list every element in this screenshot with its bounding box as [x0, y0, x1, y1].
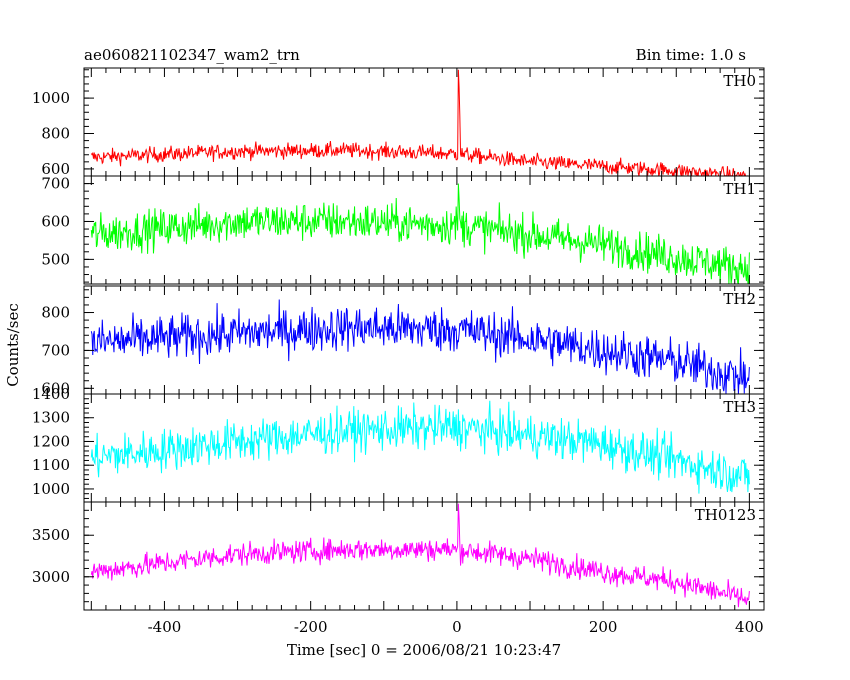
series-line-th1 — [90, 183, 750, 284]
y-tick-label: 1400 — [32, 385, 70, 403]
panel-label-th0123: TH0123 — [695, 506, 756, 524]
bin-time-label: Bin time: 1.0 s — [636, 46, 746, 64]
y-tick-label: 800 — [41, 304, 70, 322]
y-tick-label: 3500 — [32, 526, 70, 544]
y-tick-label: 600 — [41, 379, 70, 397]
y-tick-label: 1300 — [32, 409, 70, 427]
panels-group: TH06008001000TH1500600700TH2600700800TH3… — [32, 67, 765, 611]
y-tick-label: 600 — [41, 160, 70, 178]
panel-frame — [83, 67, 765, 177]
series-line-th0 — [90, 69, 750, 176]
panel-label-th0: TH0 — [723, 72, 756, 90]
y-tick-label: 3000 — [32, 568, 70, 586]
x-tick-label: -400 — [148, 618, 182, 636]
panel-label-th3: TH3 — [723, 398, 756, 416]
x-tick-label: 200 — [589, 618, 618, 636]
panel-frame — [83, 175, 765, 285]
y-axis-label: Counts/sec — [4, 303, 22, 387]
series-line-th0123 — [90, 503, 750, 608]
x-axis-label: Time [sec] 0 = 2006/08/21 10:23:47 — [287, 641, 561, 659]
y-tick-label: 1200 — [32, 432, 70, 450]
series-line-th3 — [90, 400, 750, 494]
series-line-th2 — [90, 299, 750, 394]
chart-title: ae060821102347_wam2_trn — [84, 46, 300, 64]
x-tick-label: 0 — [452, 618, 462, 636]
panel-label-th1: TH1 — [723, 180, 756, 198]
y-tick-label: 700 — [41, 175, 70, 193]
y-tick-label: 500 — [41, 250, 70, 268]
x-tick-label: 400 — [735, 618, 764, 636]
y-tick-label: 1000 — [32, 480, 70, 498]
y-tick-label: 700 — [41, 341, 70, 359]
y-tick-label: 600 — [41, 212, 70, 230]
panel-frame — [83, 501, 765, 611]
y-tick-label: 1100 — [32, 456, 70, 474]
y-tick-label: 800 — [41, 125, 70, 143]
x-tick-label: -200 — [294, 618, 328, 636]
y-tick-label: 1000 — [32, 89, 70, 107]
x-axis: -400 -200 0 200 400 — [148, 618, 764, 636]
panel-label-th2: TH2 — [723, 290, 756, 308]
